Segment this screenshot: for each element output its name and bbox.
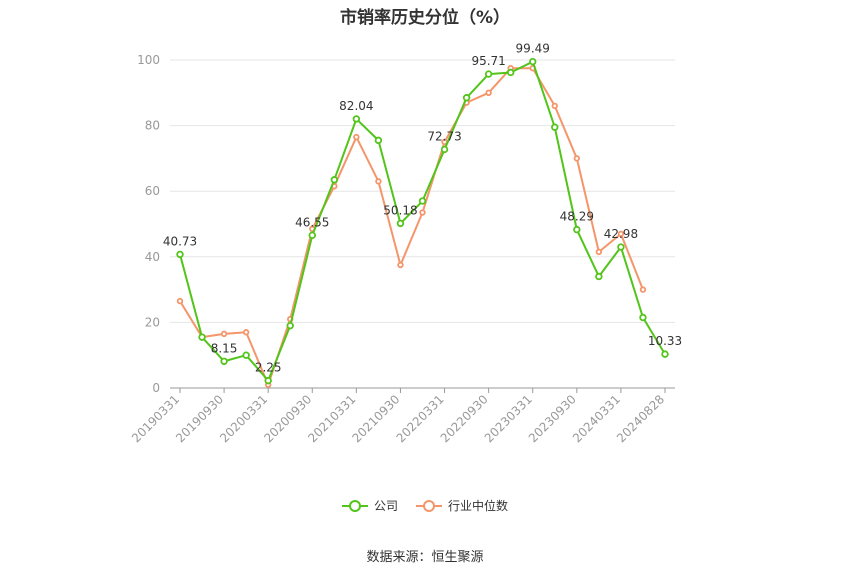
data-point <box>484 70 493 78</box>
data-point <box>176 250 184 259</box>
data-point <box>396 219 405 228</box>
data-label: 50.18 <box>383 203 417 217</box>
data-point <box>330 176 339 184</box>
data-label: 99.49 <box>516 42 550 56</box>
data-point <box>220 357 228 365</box>
data-point <box>374 136 383 145</box>
data-point <box>617 230 625 238</box>
data-label: 72.73 <box>427 129 461 143</box>
data-point <box>440 145 449 154</box>
data-point <box>661 350 669 358</box>
data-point <box>506 68 515 77</box>
y-tick-label: 0 <box>152 381 160 395</box>
data-point <box>308 231 316 240</box>
data-point <box>198 333 206 341</box>
data-point <box>375 178 382 185</box>
source-note: 数据来源：恒生聚源 <box>366 550 484 565</box>
data-point <box>264 376 272 385</box>
data-point <box>418 197 427 205</box>
data-point <box>242 329 250 336</box>
data-point <box>639 313 647 322</box>
data-point <box>529 57 537 66</box>
y-tick-label: 100 <box>137 53 160 67</box>
data-label: 2.25 <box>255 361 282 375</box>
y-tick-label: 60 <box>145 184 160 198</box>
data-point <box>573 225 581 234</box>
legend-company-label: 公司 <box>373 499 398 513</box>
data-point <box>220 330 228 338</box>
legend-company-swatch-icon <box>341 499 368 512</box>
data-point <box>419 209 426 216</box>
data-point <box>595 272 603 281</box>
x-tick-label: 20240828 <box>614 392 667 445</box>
data-label: 48.29 <box>560 210 594 224</box>
data-point <box>573 155 581 162</box>
chart-title: 市销率历史分位（%） <box>339 8 511 28</box>
data-point <box>617 243 625 251</box>
data-point <box>353 133 360 141</box>
data-label: 40.73 <box>163 234 197 248</box>
data-point <box>551 123 559 131</box>
data-point <box>397 261 404 269</box>
axes: 0204060801002019033120190930202003312020… <box>129 53 675 445</box>
data-label: 82.04 <box>339 99 373 113</box>
legend-industry-label: 行业中位数 <box>448 499 509 513</box>
series-lines <box>176 57 669 388</box>
data-labels: 40.73 8.15 2.25 46.55 82.04 50.18 72.73 95.71 99… <box>163 42 682 375</box>
legend-item-industry[interactable]: 行业中位数 <box>416 497 508 514</box>
data-label: 8.15 <box>211 341 238 355</box>
y-tick-label: 20 <box>145 315 160 329</box>
data-point <box>595 248 603 256</box>
data-point <box>176 297 184 305</box>
grid-lines <box>170 59 675 323</box>
data-point <box>485 89 492 96</box>
y-tick-label: 80 <box>145 119 160 133</box>
data-point <box>352 115 361 123</box>
legend: 公司 行业中位数 <box>0 497 850 514</box>
legend-item-company[interactable]: 公司 <box>341 497 398 514</box>
data-label: 46.55 <box>295 215 329 229</box>
series-line-1 <box>179 67 644 386</box>
legend-industry-swatch-icon <box>416 499 442 512</box>
data-point <box>462 94 471 102</box>
data-point <box>639 286 647 293</box>
data-point <box>242 351 250 359</box>
data-point <box>551 102 558 110</box>
data-point <box>286 321 294 330</box>
data-label: 95.71 <box>471 54 505 68</box>
data-label: 42.98 <box>604 227 638 241</box>
y-tick-label: 40 <box>145 250 160 264</box>
data-label: 10.33 <box>648 334 682 348</box>
